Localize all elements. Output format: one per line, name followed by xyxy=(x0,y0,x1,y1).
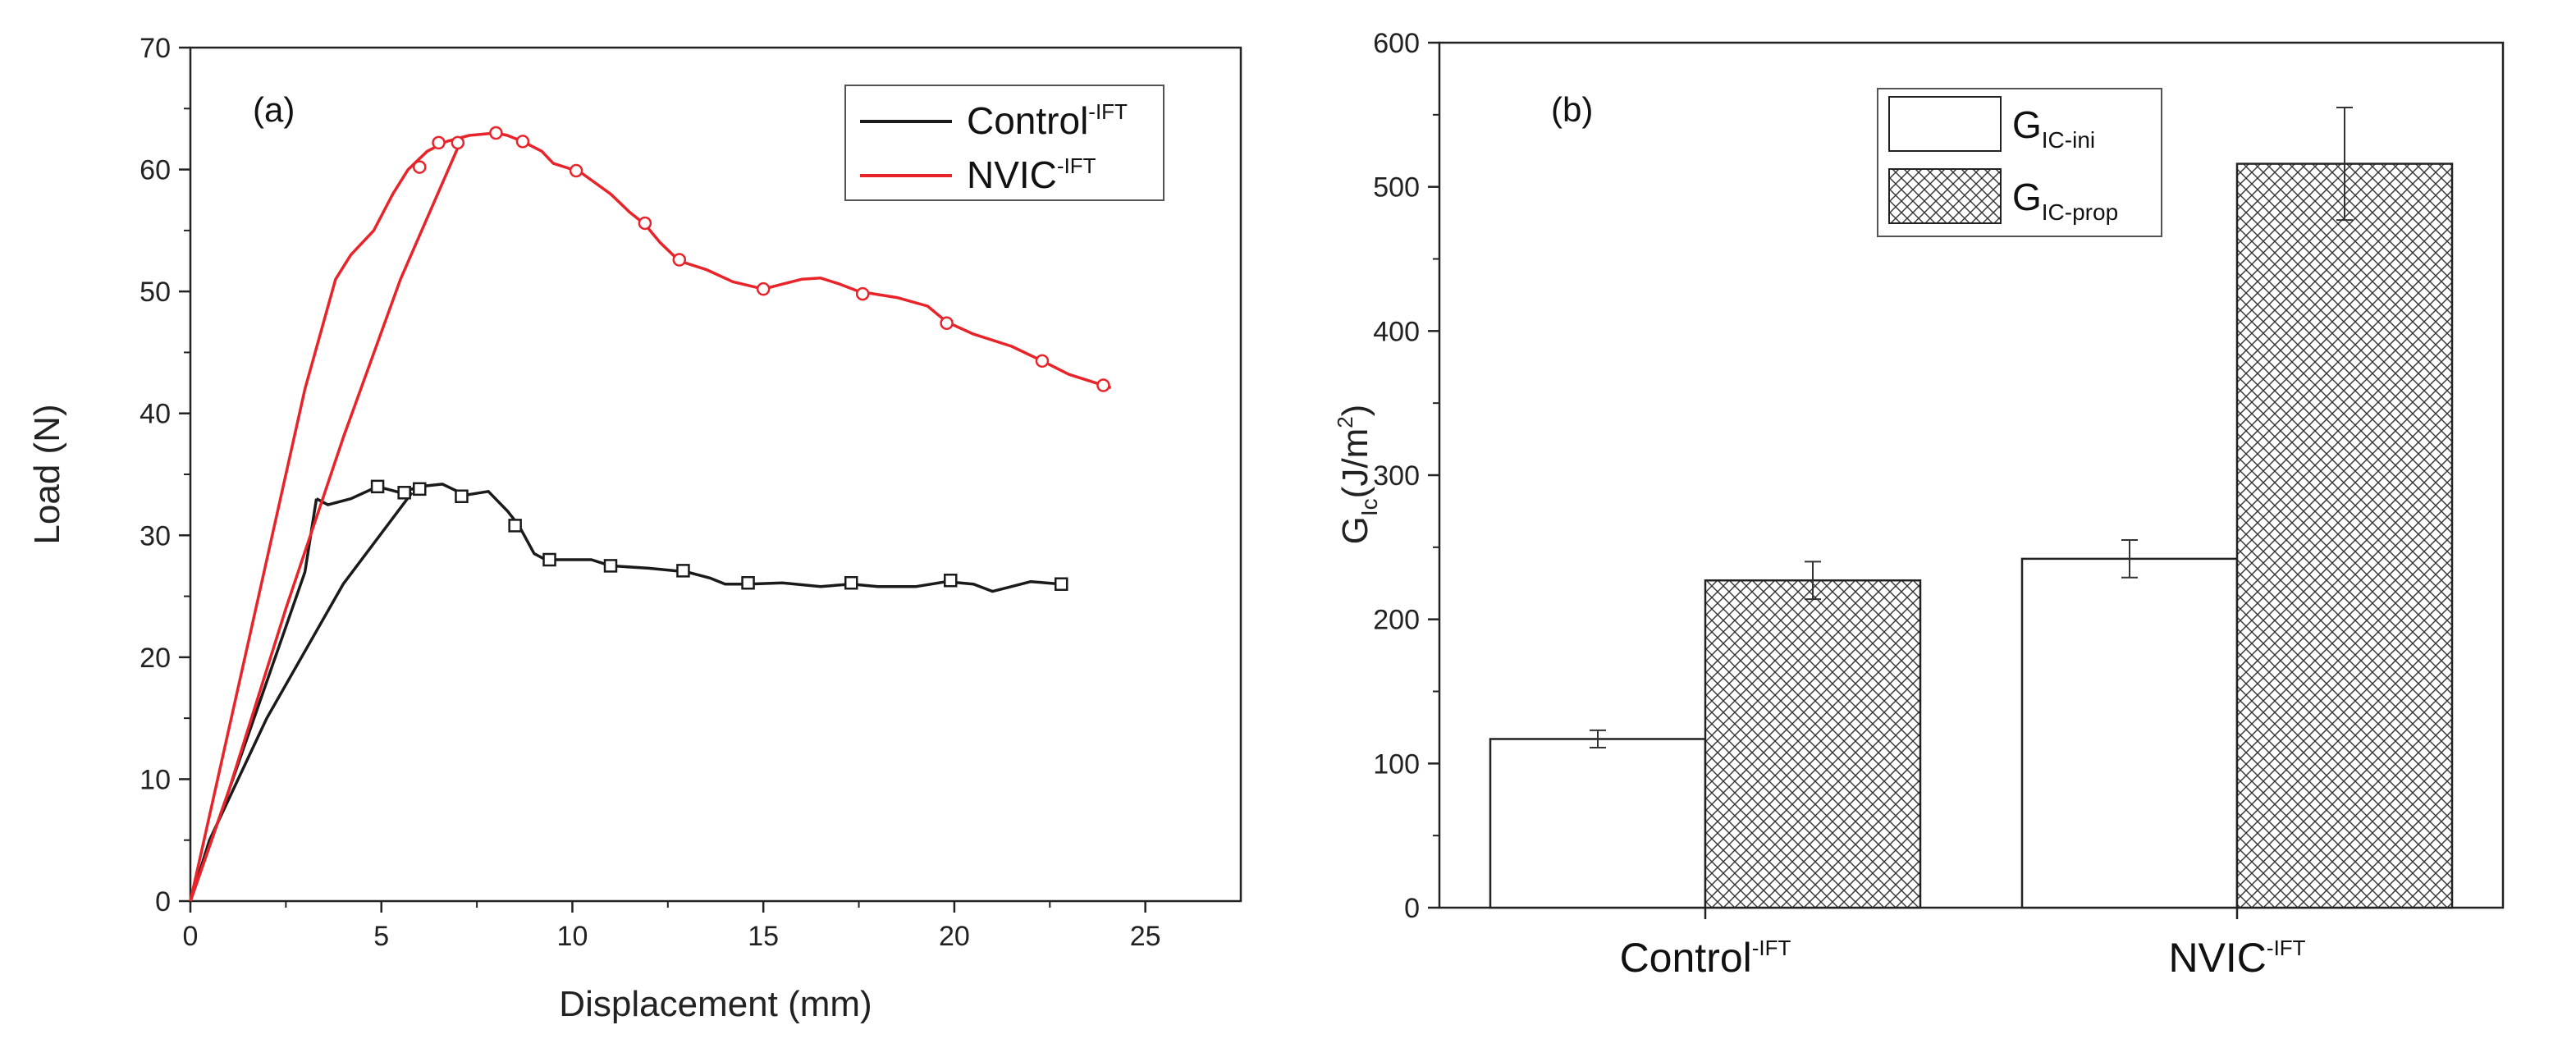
x-axis-title-a: Displacement (mm) xyxy=(559,984,872,1024)
bar-ic-ini xyxy=(2020,557,2239,909)
legend-swatch-prop xyxy=(1888,168,2002,224)
x-tick-label-a: 10 xyxy=(557,921,588,952)
category-label: Control-IFT xyxy=(1620,935,1791,981)
y-tick-label-a: 30 xyxy=(140,520,171,551)
y-tick-label-a: 50 xyxy=(140,277,171,308)
marker-control xyxy=(413,482,427,497)
bar-ic-ini xyxy=(1489,738,1707,909)
y-tick-label-b: 0 xyxy=(1404,893,1420,924)
x-tick-label-a: 15 xyxy=(748,921,779,952)
marker-nvic xyxy=(515,135,530,149)
legend-label-prop: GIC-prop xyxy=(2012,176,2118,225)
y-axis-title-b: GIc(J/m2) xyxy=(1333,405,1382,545)
legend-label-control: Control-IFT xyxy=(967,99,1128,142)
y-tick-label-a: 10 xyxy=(140,764,171,795)
series-line-nvic-unloading xyxy=(189,138,464,902)
legend-label-ini: GIC-ini xyxy=(2012,103,2095,153)
y-tick-label-b: 200 xyxy=(1373,605,1420,636)
legend-b: GIC-ini GIC-prop xyxy=(1877,88,2162,237)
bar-group-b xyxy=(1489,107,2454,909)
marker-nvic xyxy=(489,126,503,140)
y-tick-label-a: 60 xyxy=(140,155,171,186)
bar-ic-prop xyxy=(1704,579,1922,909)
panel-label-a: (a) xyxy=(253,90,295,129)
marker-control xyxy=(676,564,690,578)
bar-ic-prop xyxy=(2235,162,2454,909)
marker-control xyxy=(455,489,469,503)
category-label: NVIC-IFT xyxy=(2168,935,2305,981)
panel-label-b: (b) xyxy=(1551,90,1593,129)
y-axis-title-a: Load (N) xyxy=(27,404,67,544)
marker-nvic xyxy=(940,316,954,331)
series-line-nvic xyxy=(446,131,1112,390)
legend-a: Control-IFT NVIC-IFT xyxy=(844,85,1164,201)
x-tick-label-a: 0 xyxy=(183,921,199,952)
x-axis-ticks-a: 0 5 10 15 20 25 xyxy=(183,901,1161,952)
marker-control xyxy=(542,552,556,567)
marker-nvic xyxy=(638,216,652,231)
legend-label-nvic: NVIC-IFT xyxy=(967,153,1096,196)
series-group-a xyxy=(189,126,1112,902)
marker-control xyxy=(397,486,411,500)
marker-control xyxy=(944,574,958,588)
x-tick-label-a: 20 xyxy=(939,921,970,952)
marker-nvic xyxy=(1035,354,1050,368)
y-axis-ticks-a: 0 10 20 30 40 50 60 70 xyxy=(140,33,190,918)
y-tick-label-b: 400 xyxy=(1373,316,1420,347)
marker-control xyxy=(603,559,618,573)
marker-control xyxy=(508,519,522,533)
legend-box-a xyxy=(844,85,1164,201)
y-tick-label-b: 100 xyxy=(1373,748,1420,780)
marker-control xyxy=(741,575,755,590)
marker-nvic xyxy=(451,135,465,150)
y-tick-label-b: 600 xyxy=(1373,28,1420,59)
marker-control xyxy=(844,575,858,590)
series-line-control-unloading xyxy=(189,492,414,902)
marker-nvic xyxy=(672,253,687,267)
y-tick-label-a: 20 xyxy=(140,643,171,674)
marker-control xyxy=(370,479,385,494)
marker-nvic xyxy=(855,286,870,301)
marker-control xyxy=(1054,577,1068,591)
x-axis-categories-b: Control-IFT NVIC-IFT xyxy=(1620,908,2306,981)
y-tick-label-a: 0 xyxy=(155,886,171,918)
x-tick-label-a: 25 xyxy=(1130,921,1161,952)
legend-swatch-ini xyxy=(1888,96,2002,152)
marker-nvic xyxy=(432,135,446,150)
marker-nvic xyxy=(1096,378,1110,392)
y-tick-label-a: 70 xyxy=(140,33,171,64)
marker-nvic xyxy=(413,160,427,174)
y-tick-label-b: 500 xyxy=(1373,172,1420,204)
y-tick-label-b: 300 xyxy=(1373,460,1420,492)
marker-nvic xyxy=(756,281,771,296)
x-tick-label-a: 5 xyxy=(373,921,389,952)
y-axis-ticks-b: 0 100 200 300 400 500 600 xyxy=(1373,28,1439,924)
marker-nvic xyxy=(569,163,583,178)
y-tick-label-a: 40 xyxy=(140,399,171,430)
